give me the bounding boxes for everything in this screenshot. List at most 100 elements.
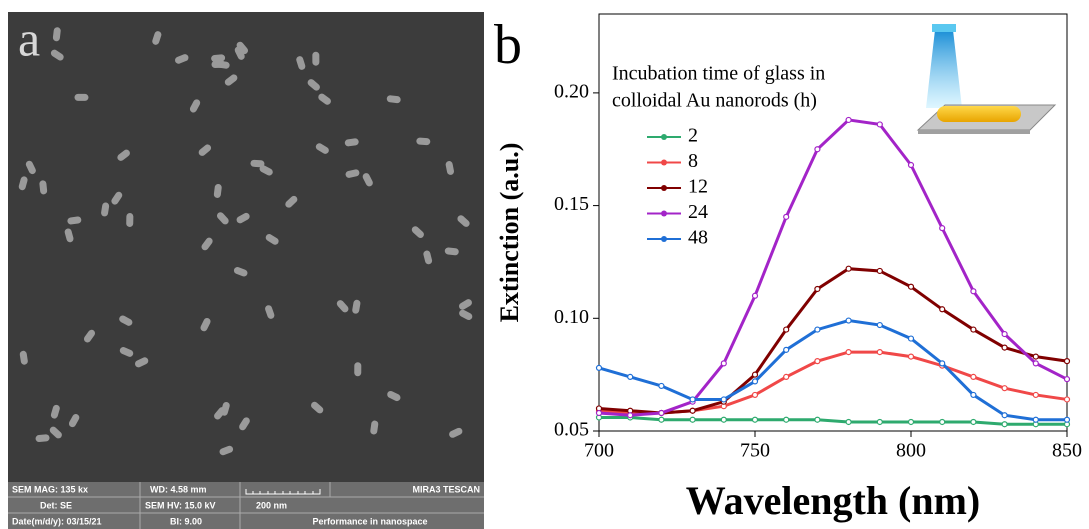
legend-label: 48: [688, 227, 708, 249]
data-point: [845, 265, 852, 272]
data-point: [1001, 385, 1008, 392]
nanorod: [174, 54, 189, 64]
nanorod: [126, 213, 134, 228]
data-point: [814, 146, 821, 153]
nanorod: [318, 93, 331, 105]
inset-icon: [916, 24, 1057, 134]
nanorod: [370, 420, 379, 435]
data-point: [939, 360, 946, 367]
data-point: [595, 364, 603, 371]
data-point: [1032, 391, 1039, 399]
data-point: [783, 326, 790, 333]
data-point: [1001, 421, 1008, 428]
data-point: [814, 416, 821, 423]
data-point: [658, 416, 665, 423]
nanorod: [336, 300, 349, 313]
sem-info-text: Performance in nanospace: [312, 516, 427, 526]
data-point: [814, 326, 821, 333]
sem-info-text: 200 nm: [256, 500, 287, 510]
legend-title: colloidal Au nanorods (h): [612, 90, 817, 112]
x-tick-label: 750: [740, 440, 770, 462]
legend-label: 8: [688, 150, 698, 172]
series-line: [598, 267, 1068, 415]
sem-info-grid: [8, 482, 484, 529]
legend-marker: [661, 210, 667, 217]
data-point: [783, 213, 790, 220]
data-point: [1063, 358, 1071, 365]
legend-marker: [661, 236, 667, 242]
nanorod: [119, 347, 134, 357]
data-point: [720, 360, 727, 367]
y-tick-label: 0.05: [554, 419, 589, 441]
data-point: [1032, 353, 1039, 360]
data-point: [814, 285, 821, 293]
data-point: [1001, 330, 1008, 338]
data-point: [658, 409, 665, 417]
sem-info-text: Date(m/d/y): 03/15/21: [12, 516, 102, 526]
nanorod: [386, 95, 401, 104]
nanorod: [198, 144, 212, 156]
data-point: [876, 321, 883, 329]
data-point: [970, 373, 977, 381]
data-point: [845, 317, 852, 324]
nanorod: [345, 169, 360, 178]
nanorod: [74, 93, 89, 101]
data-point: [689, 396, 696, 403]
nanorod: [423, 250, 433, 265]
legend-label: 24: [688, 201, 708, 223]
data-point: [876, 418, 883, 426]
nanorod: [312, 51, 320, 66]
y-axis-label: Extinction (a.u.): [495, 143, 524, 323]
nanorod: [285, 195, 298, 208]
nanorod: [354, 362, 362, 377]
nanorod: [296, 56, 306, 70]
nanorod: [265, 234, 279, 245]
legend-marker: [661, 134, 667, 140]
nanorod: [64, 228, 74, 243]
nanorod: [211, 60, 226, 68]
x-axis-label: Wavelength (nm): [686, 478, 980, 523]
sem-info-text: BI: 9.00: [170, 516, 202, 526]
nanorod: [189, 99, 201, 113]
nanorod: [67, 216, 82, 225]
data-point: [1001, 412, 1008, 419]
nanorod: [239, 417, 250, 431]
data-point: [1032, 360, 1039, 367]
data-point: [970, 391, 977, 399]
data-point: [783, 416, 790, 423]
sem-info-text: SEM MAG: 135 kx: [12, 484, 88, 494]
legend-label: 2: [688, 125, 698, 147]
data-point: [627, 373, 634, 381]
data-point: [970, 418, 977, 426]
y-tick-label: 0.10: [554, 306, 589, 328]
data-point: [970, 288, 977, 295]
nanorod: [134, 357, 149, 368]
data-point: [907, 335, 915, 342]
nanorod: [200, 317, 211, 332]
nanorod: [458, 299, 472, 310]
nanorod: [315, 143, 329, 154]
nanorod: [152, 31, 162, 45]
data-point: [876, 267, 883, 275]
series-line: [599, 415, 1067, 426]
nanorod: [449, 427, 463, 438]
nanorod: [35, 434, 50, 443]
nanorod: [214, 407, 226, 420]
panel-label: b: [494, 14, 522, 76]
data-point: [720, 396, 727, 403]
x-tick-label: 700: [584, 440, 614, 462]
sem-info-text: WD: 4.58 mm: [150, 484, 207, 494]
y-tick-label: 0.15: [554, 193, 589, 215]
sem-info-text: SEM HV: 15.0 kV: [145, 500, 216, 510]
nanorod: [344, 138, 359, 147]
data-point: [751, 416, 759, 423]
data-point: [876, 349, 883, 356]
data-point: [939, 306, 946, 313]
data-point: [939, 418, 946, 426]
nanorod: [219, 445, 234, 456]
data-point: [627, 412, 634, 419]
data-point: [845, 116, 852, 124]
data-point: [876, 121, 883, 128]
nanorod: [19, 350, 28, 365]
